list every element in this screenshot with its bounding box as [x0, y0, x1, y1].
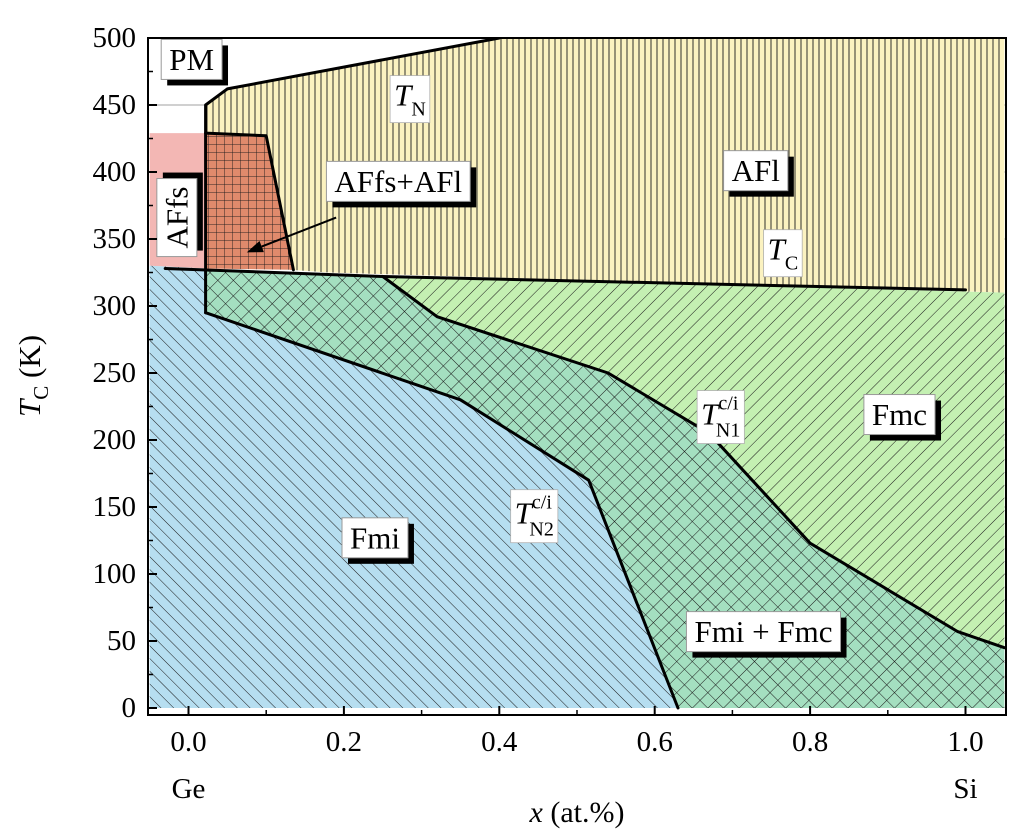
y-tick-label-350: 350: [93, 223, 137, 255]
region-hatch-fmi-fmc: [205, 269, 1005, 708]
region-hatch-fmc: [382, 276, 1005, 648]
line-label-sub: N2: [529, 519, 553, 541]
x-axis-label-var: x: [529, 796, 544, 829]
line-label-box: [510, 489, 559, 544]
phase-label-text-fmi-fmc: Fmi + Fmc: [694, 614, 832, 649]
y-axis-label-unit: (K): [12, 335, 47, 386]
line-label-main: T: [515, 496, 535, 531]
phase-label-fmc: Fmc: [863, 394, 942, 441]
line-label-sub: C: [785, 253, 798, 275]
phase-labels: PM AFl AFfs+AFl AFfs Fmc Fmi Fmi + Fmc: [156, 38, 942, 658]
y-tick-label-400: 400: [93, 156, 137, 188]
phase-label-text-affs-afl: AFfs+AFl: [334, 164, 462, 199]
phase-label-box: [341, 517, 409, 559]
y-axis-label-var: T: [12, 397, 47, 417]
arrow-head-0: [246, 240, 264, 253]
region-fmi-fmc: [205, 269, 1005, 708]
line-label-box: [763, 229, 803, 278]
line-label-box: [389, 75, 431, 124]
x-tick-label-1: 1.0: [947, 726, 983, 758]
y-tick-label-500: 500: [93, 22, 137, 54]
phase-label-box: [863, 394, 936, 436]
phase-label-box: [325, 160, 471, 202]
phase-label-text-fmi: Fmi: [350, 520, 400, 555]
line-label-text: TC: [768, 232, 799, 275]
y-tick-label-200: 200: [93, 424, 137, 456]
line-label-tn1c-i: Tc/i N1: [696, 390, 745, 444]
y-axis-label: TC (K): [12, 335, 53, 417]
phase-label-fmi-fmc: Fmi + Fmc: [685, 611, 847, 658]
y-tick-label-450: 450: [93, 89, 137, 121]
line-label-main: T: [394, 78, 414, 113]
y-tick-label-0: 0: [122, 692, 137, 724]
line-label-sup: c/i: [718, 393, 738, 415]
x-tick-label-0-8: 0.8: [792, 726, 828, 758]
phase-label-text-affs: AFfs: [159, 187, 194, 249]
phase-label-pm: PM: [160, 38, 229, 86]
line-label-text: Tc/i N2: [515, 492, 554, 541]
region-hatch-afl: [205, 38, 1005, 293]
phase-label-text-pm: PM: [169, 42, 214, 77]
y-tick-label-50: 50: [107, 625, 136, 657]
x-tick-label-0: 0.0: [170, 726, 206, 758]
x-tick-label-0-6: 0.6: [637, 726, 673, 758]
y-tick-label-300: 300: [93, 290, 137, 322]
x-end-label-ge: Ge: [172, 773, 206, 805]
phase-regions: [149, 38, 1005, 708]
boundary-t-n: [204, 38, 501, 315]
boundary-affs-afl: [204, 131, 295, 272]
phase-label-afl: AFl: [723, 150, 794, 197]
phase-label-text-fmc: Fmc: [872, 397, 927, 432]
region-fmi: [149, 265, 678, 708]
line-label-sub: N1: [716, 420, 740, 442]
line-label-tc: TC: [763, 229, 803, 278]
phase-label-fmi: Fmi: [341, 517, 414, 564]
y-tick-label-150: 150: [93, 491, 137, 523]
line-label-main: T: [768, 232, 788, 267]
region-hatch-fmi: [149, 265, 678, 708]
phase-label-box: [160, 38, 223, 80]
line-label-sub: N: [411, 99, 425, 121]
phase-label-affs: AFfs: [156, 172, 203, 258]
line-label-box: [696, 390, 745, 444]
phase-label-affs-afl: AFfs+AFl: [325, 160, 477, 208]
x-tick-label-0-2: 0.2: [326, 726, 362, 758]
y-axis-label-sub: C: [29, 386, 53, 400]
line-label-text: TN: [394, 78, 426, 121]
line-label-sup: c/i: [532, 492, 552, 514]
y-tick-label-100: 100: [93, 558, 137, 590]
x-axis-label-unit: (at.%): [543, 796, 625, 829]
region-afl: [205, 38, 1005, 293]
x-tick-label-0-4: 0.4: [481, 726, 518, 758]
axes: 0 50 100 150 200 250 300 350 400 450 500 0.0 0.2 0.4 0…: [93, 22, 984, 805]
arrow-line-0: [261, 216, 337, 248]
phase-label-text-afl: AFl: [732, 153, 780, 188]
annotation-arrows: [246, 216, 337, 253]
line-label-main: T: [701, 397, 721, 432]
line-label-tn: TN: [389, 75, 431, 124]
line-label-text: Tc/i N1: [701, 393, 740, 442]
x-axis-label: x (at.%): [529, 796, 625, 829]
phase-label-box: [685, 611, 842, 653]
y-tick-label-250: 250: [93, 357, 137, 389]
region-fmc: [382, 276, 1005, 648]
x-end-label-si: Si: [953, 773, 977, 805]
boundary-t-n2-c-i: [204, 311, 680, 710]
phase-label-box: [723, 150, 789, 192]
line-label-tn2c-i: Tc/i N2: [510, 489, 559, 544]
phase-label-box: [156, 178, 198, 258]
